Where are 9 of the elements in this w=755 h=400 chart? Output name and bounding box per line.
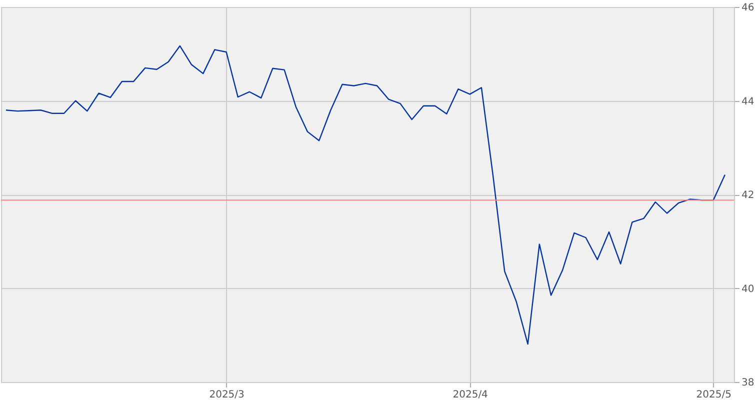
x-tick-label: 2025/3 (209, 390, 244, 400)
y-tick-label: 46 (742, 2, 754, 14)
x-tick-label: 2025/4 (452, 390, 488, 400)
y-tick-label: 44 (742, 96, 754, 108)
y-tick-label: 38 (742, 378, 754, 388)
line-series (5, 45, 726, 345)
y-tick-label: 42 (742, 190, 754, 201)
y-tick-label: 40 (742, 284, 754, 295)
x-tick-label: 2025/5 (696, 390, 732, 400)
